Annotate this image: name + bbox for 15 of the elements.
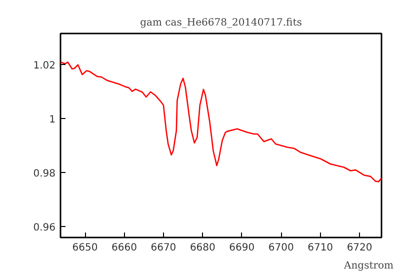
x-tick-label: 6720 xyxy=(346,242,372,254)
y-tick-label: 1 xyxy=(49,114,56,126)
line-series xyxy=(60,61,382,182)
x-tick-label: 6680 xyxy=(190,242,216,254)
x-tick-label: 6670 xyxy=(150,242,176,254)
x-tick-label: 6650 xyxy=(72,242,98,254)
x-tick-label: 6690 xyxy=(229,242,255,254)
y-tick-label: 1.02 xyxy=(33,60,56,72)
x-axis-title: Angstrom xyxy=(343,260,394,272)
x-tick-label: 6660 xyxy=(112,242,137,254)
y-tick-label: 0.96 xyxy=(33,222,56,234)
x-tick-label: 6710 xyxy=(308,242,334,254)
x-tick-label: 6700 xyxy=(268,242,294,254)
y-tick-label: 0.98 xyxy=(33,168,56,180)
chart-title: gam cas_He6678_20140717.fits xyxy=(140,18,302,28)
